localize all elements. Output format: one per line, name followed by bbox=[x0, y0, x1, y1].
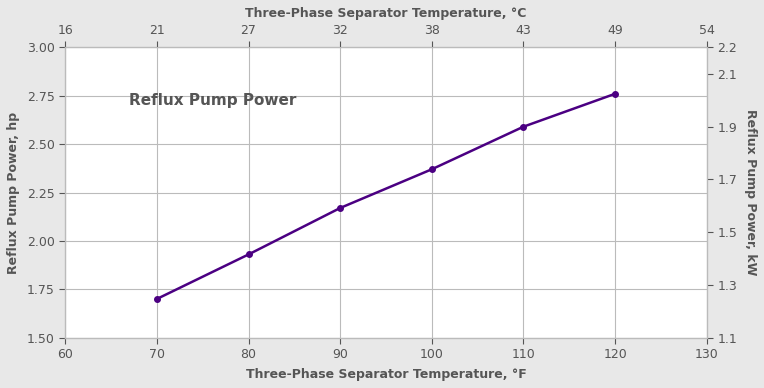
X-axis label: Three-Phase Separator Temperature, °F: Three-Phase Separator Temperature, °F bbox=[245, 368, 526, 381]
Text: Reflux Pump Power: Reflux Pump Power bbox=[129, 94, 296, 108]
Y-axis label: Reflux Pump Power, kW: Reflux Pump Power, kW bbox=[744, 109, 757, 276]
X-axis label: Three-Phase Separator Temperature, °C: Three-Phase Separator Temperature, °C bbox=[245, 7, 526, 20]
Y-axis label: Reflux Pump Power, hp: Reflux Pump Power, hp bbox=[7, 111, 20, 274]
